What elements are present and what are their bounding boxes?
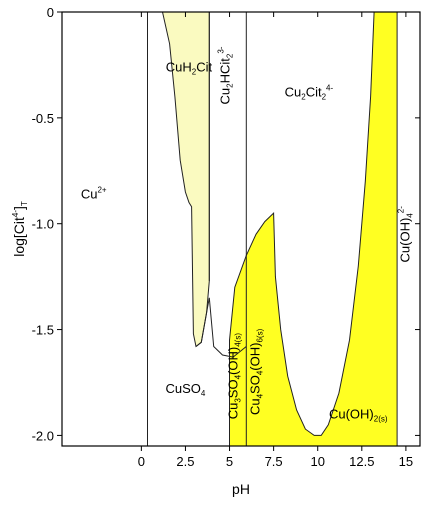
- x-tick-label: 2.5: [176, 454, 194, 469]
- plot-frame: [61, 11, 421, 447]
- x-tick-label: 5: [226, 454, 233, 469]
- y-axis-label-sup: 4-: [11, 210, 20, 217]
- x-tick-label: 15: [399, 454, 413, 469]
- x-tick-label: 12.5: [349, 454, 374, 469]
- y-axis-label-close: ]: [11, 206, 27, 210]
- y-axis-label-sub: T: [20, 201, 29, 206]
- x-axis-label: pH: [232, 481, 250, 497]
- y-tick-label: -1.5: [32, 323, 54, 338]
- x-tick-label: 7.5: [265, 454, 283, 469]
- x-tick-label: 10: [310, 454, 324, 469]
- region-0: [161, 12, 210, 348]
- y-axis-label: log[Cit4-]T: [11, 201, 29, 257]
- x-tick-label: 0: [138, 454, 145, 469]
- y-axis-ticks: 0 -0.5 -1.0 -1.5 -2.0: [32, 5, 420, 443]
- species-label-cuso4: CuSO4: [166, 381, 206, 398]
- species-label-cu2hcit2: Cu2HCit23-: [217, 46, 235, 104]
- boundaries: [147, 12, 247, 446]
- species-label-cu2plus: Cu2+: [81, 185, 107, 201]
- regions: [161, 12, 398, 446]
- x-axis-ticks: 0 2.5 5 7.5 10 12.5 15: [138, 12, 413, 469]
- region-1: [229, 12, 398, 446]
- species-label-cuoh4: Cu(OH)42-: [396, 206, 414, 263]
- y-tick-label: 0: [47, 5, 54, 20]
- species-label-cu4so4oh6: Cu4SO4(OH)6(s): [248, 328, 265, 415]
- boundary-line-3: [195, 297, 247, 358]
- y-tick-label: -0.5: [32, 111, 54, 126]
- species-label-cu3so4oh4: Cu3SO4(OH)4(s): [225, 333, 242, 420]
- y-tick-label: -2.0: [32, 428, 54, 443]
- species-label-cuh2cit: CuH2Cit: [166, 59, 213, 76]
- y-tick-label: -1.0: [32, 217, 54, 232]
- species-label-cuoh2: Cu(OH)2(s): [329, 406, 388, 423]
- y-axis-label-main: log[Cit: [11, 217, 27, 257]
- species-label-cu2cit2: Cu2Cit24-: [285, 84, 334, 102]
